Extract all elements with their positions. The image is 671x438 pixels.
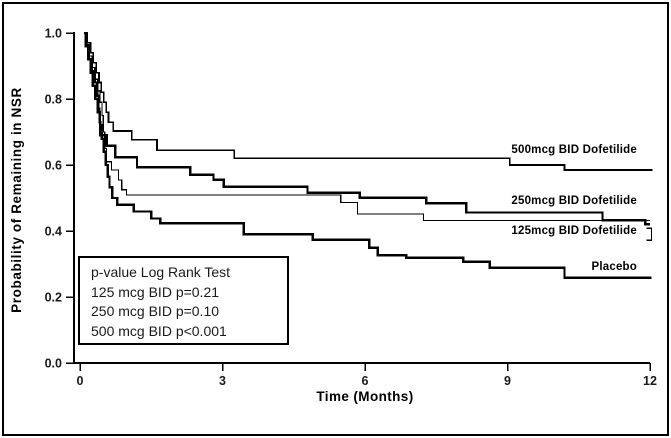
curve-label-250mcg: 250mcg BID Dofetilide <box>511 195 637 207</box>
y-tick-label: 0.2 <box>45 291 62 305</box>
pvalue-legend-box: p-value Log Rank Test 125 mcg BID p=0.21… <box>78 256 289 345</box>
censor-end-bracket <box>646 227 653 241</box>
y-axis-title: Probability of Remaining in NSR <box>9 87 24 313</box>
x-tick-label: 9 <box>504 374 511 388</box>
y-tick-label: 0.0 <box>45 357 62 371</box>
x-axis-title: Time (Months) <box>316 389 414 404</box>
x-tick-label: 6 <box>362 374 369 388</box>
x-tick-label: 0 <box>77 374 84 388</box>
x-tick-label: 3 <box>219 374 226 388</box>
series-curve-0 <box>83 32 653 171</box>
y-tick-label: 0.8 <box>45 93 62 107</box>
y-tick-label: 0.6 <box>45 159 62 173</box>
curve-label-125mcg: 125mcg BID Dofetilide <box>511 225 637 237</box>
pvalue-line-125: 125 mcg BID p=0.21 <box>91 283 220 300</box>
x-tick-label: 12 <box>643 374 657 388</box>
series-curve-2 <box>83 32 650 222</box>
y-tick-label: 1.0 <box>45 27 62 41</box>
pvalue-line-250: 250 mcg BID p=0.10 <box>91 303 220 319</box>
pvalue-line-500: 500 mcg BID p<0.001 <box>91 322 227 339</box>
curve-label-500mcg: 500mcg BID Dofetilide <box>511 144 637 156</box>
series-curve-3 <box>83 31 652 280</box>
pvalue-box-title: p-value Log Rank Test <box>91 264 231 280</box>
y-tick-label: 0.4 <box>45 225 62 239</box>
curve-label-placebo: Placebo <box>591 261 637 273</box>
